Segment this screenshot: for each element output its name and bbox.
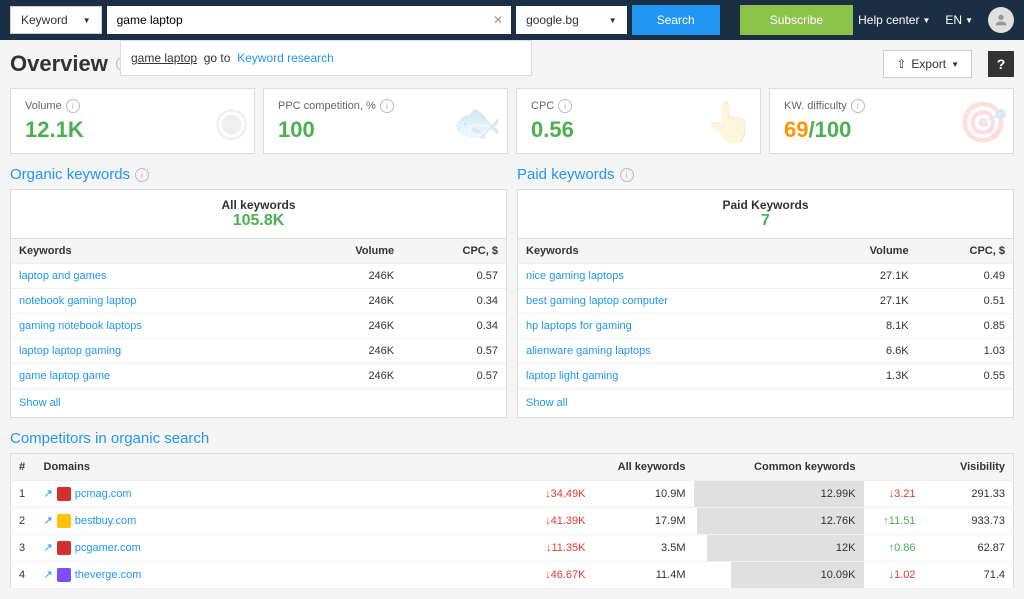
keyword-link[interactable]: laptop laptop gaming: [19, 345, 121, 357]
metrics-row: Volume i 12.1K ◉ PPC competition, % i 10…: [10, 88, 1014, 154]
table-row: alienware gaming laptops 6.6K 1.03: [518, 339, 1013, 364]
domain-link[interactable]: bestbuy.com: [75, 515, 137, 527]
table-row: notebook gaming laptop 246K 0.34: [11, 289, 506, 314]
keyword-link[interactable]: nice gaming laptops: [526, 270, 624, 282]
show-all-link[interactable]: Show all: [518, 389, 1013, 417]
metric-card: PPC competition, % i 100 🐟: [263, 88, 508, 154]
table-row: nice gaming laptops 27.1K 0.49: [518, 264, 1013, 289]
lang-select[interactable]: EN ▼: [945, 13, 973, 27]
keyword-link[interactable]: gaming notebook laptops: [19, 320, 142, 332]
favicon: [57, 568, 71, 582]
suggest-link[interactable]: Keyword research: [237, 51, 334, 65]
competitor-row: 1 ↗pcmag.com ↓34.49K 10.9M 12.99K ↓3.21 …: [11, 481, 1014, 508]
paid-title: Paid keywords: [517, 166, 615, 183]
chevron-down-icon: ▼: [83, 16, 91, 25]
info-icon[interactable]: i: [135, 168, 149, 182]
keyword-link[interactable]: alienware gaming laptops: [526, 345, 651, 357]
competitors-section: Competitors in organic search # Domains …: [10, 430, 1014, 589]
avatar[interactable]: [988, 7, 1014, 33]
page-title: Overview: [10, 51, 108, 77]
metric-card: CPC i 0.56 👆: [516, 88, 761, 154]
subscribe-button[interactable]: Subscribe: [740, 5, 853, 35]
domain-label: google.bg: [526, 13, 579, 27]
competitors-table: # Domains All keywords Common keywords V…: [10, 453, 1014, 589]
export-button[interactable]: ⇧ Export ▼: [883, 50, 972, 78]
content: Overview i ⇧ Export ▼ ? Volume i 12.1K ◉…: [0, 40, 1024, 599]
external-link-icon[interactable]: ↗: [44, 542, 53, 554]
organic-section: Organic keywords i All keywords 105.8K K…: [10, 166, 507, 418]
chevron-down-icon: ▼: [922, 16, 930, 25]
paid-section: Paid keywords i Paid Keywords 7 Keywords…: [517, 166, 1014, 418]
keyword-link[interactable]: laptop and games: [19, 270, 106, 282]
help-center-link[interactable]: Help center ▼: [858, 13, 930, 27]
table-row: hp laptops for gaming 8.1K 0.85: [518, 314, 1013, 339]
search-button[interactable]: Search: [632, 5, 720, 35]
favicon: [57, 541, 71, 555]
metric-card: Volume i 12.1K ◉: [10, 88, 255, 154]
filter-dropdown[interactable]: Keyword ▼: [10, 6, 102, 34]
topbar: Keyword ▼ ✕ google.bg ▼ Search Subscribe…: [0, 0, 1024, 40]
info-icon[interactable]: i: [851, 99, 865, 113]
favicon: [57, 514, 71, 528]
panel-head: All keywords 105.8K: [11, 190, 506, 239]
info-icon[interactable]: i: [558, 99, 572, 113]
panel-head: Paid Keywords 7: [518, 190, 1013, 239]
filter-label: Keyword: [21, 13, 68, 27]
competitor-row: 4 ↗theverge.com ↓46.67K 11.4M 10.09K ↓1.…: [11, 562, 1014, 589]
domain-link[interactable]: pcmag.com: [75, 488, 132, 500]
suggest-goto: go to: [204, 51, 231, 65]
topbar-right: Help center ▼ EN ▼: [858, 7, 1014, 33]
domain-link[interactable]: pcgamer.com: [75, 542, 141, 554]
help-button[interactable]: ?: [988, 51, 1014, 77]
table-row: gaming notebook laptops 246K 0.34: [11, 314, 506, 339]
keyword-link[interactable]: hp laptops for gaming: [526, 320, 632, 332]
table-row: laptop laptop gaming 246K 0.57: [11, 339, 506, 364]
info-icon[interactable]: i: [66, 99, 80, 113]
suggest-keyword: game laptop: [131, 51, 197, 65]
favicon: [57, 487, 71, 501]
table-row: laptop and games 246K 0.57: [11, 264, 506, 289]
info-icon[interactable]: i: [380, 99, 394, 113]
metric-card: KW. difficulty i 69/100 🎯: [769, 88, 1014, 154]
keyword-link[interactable]: notebook gaming laptop: [19, 295, 136, 307]
table-row: game laptop game 246K 0.57: [11, 364, 506, 389]
chevron-down-icon: ▼: [951, 60, 959, 69]
info-icon[interactable]: i: [620, 168, 634, 182]
external-link-icon[interactable]: ↗: [44, 488, 53, 500]
organic-title: Organic keywords: [10, 166, 130, 183]
clear-icon[interactable]: ✕: [493, 13, 503, 27]
competitor-row: 2 ↗bestbuy.com ↓41.39K 17.9M 12.76K ↑11.…: [11, 508, 1014, 535]
table-row: laptop light gaming 1.3K 0.55: [518, 364, 1013, 389]
external-link-icon[interactable]: ↗: [44, 569, 53, 581]
competitor-row: 3 ↗pcgamer.com ↓11.35K 3.5M 12K ↑0.86 62…: [11, 535, 1014, 562]
keyword-link[interactable]: best gaming laptop computer: [526, 295, 668, 307]
upload-icon: ⇧: [896, 57, 906, 71]
table-row: best gaming laptop computer 27.1K 0.51: [518, 289, 1013, 314]
search-container: ✕: [107, 6, 511, 34]
competitors-title: Competitors in organic search: [10, 430, 1014, 447]
domain-link[interactable]: theverge.com: [75, 569, 142, 581]
search-suggest[interactable]: game laptop go to Keyword research: [120, 40, 532, 76]
chevron-down-icon: ▼: [965, 16, 973, 25]
keywords-row: Organic keywords i All keywords 105.8K K…: [10, 166, 1014, 418]
domain-select[interactable]: google.bg ▼: [516, 6, 627, 34]
chevron-down-icon: ▼: [609, 16, 617, 25]
show-all-link[interactable]: Show all: [11, 389, 506, 417]
keyword-link[interactable]: laptop light gaming: [526, 370, 618, 382]
keyword-link[interactable]: game laptop game: [19, 370, 110, 382]
search-input[interactable]: [107, 6, 511, 34]
external-link-icon[interactable]: ↗: [44, 515, 53, 527]
